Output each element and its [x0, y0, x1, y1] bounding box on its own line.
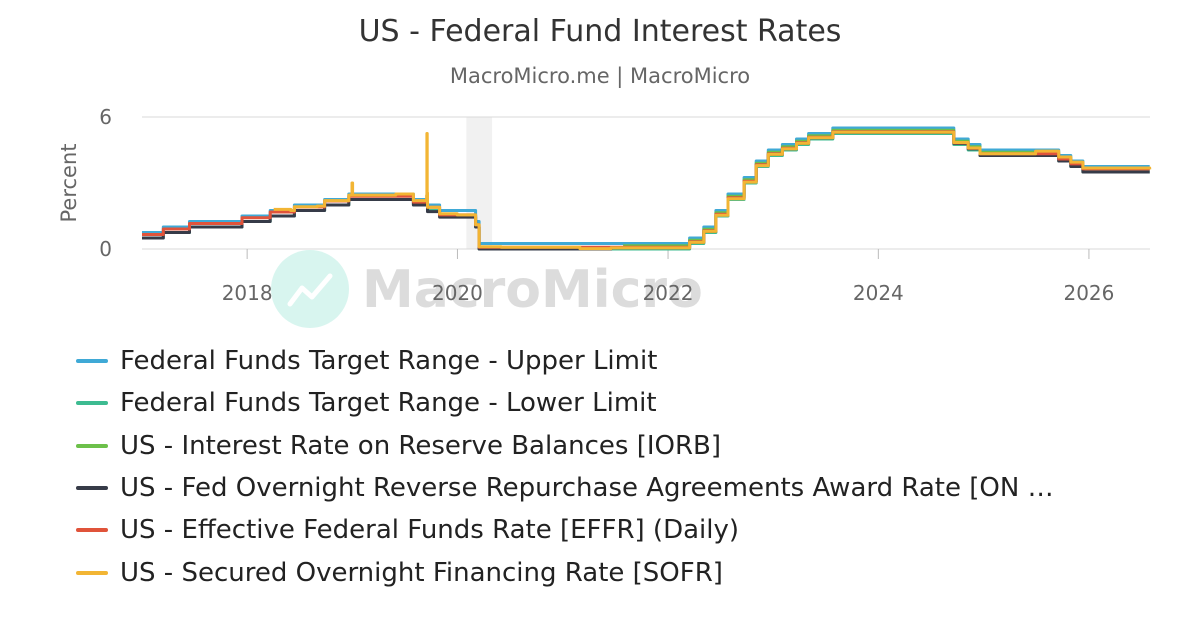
legend-swatch [76, 401, 108, 406]
legend-label: US - Interest Rate on Reserve Balances [… [120, 430, 722, 461]
x-tick-label: 2026 [1063, 281, 1114, 305]
watermark-trend-icon [287, 273, 333, 307]
series-group [142, 126, 1152, 251]
legend-label: Federal Funds Target Range - Upper Limit [120, 346, 658, 377]
line-chart: MacroMicro 2018 2020 2022 2024 2026 06 Perce… [57, 105, 1152, 328]
legend: Federal Funds Target Range - Upper Limit… [76, 340, 1156, 594]
legend-swatch [76, 443, 108, 448]
legend-label: US - Fed Overnight Reverse Repurchase Ag… [120, 473, 1054, 504]
watermark-text: MacroMicro [362, 260, 703, 320]
y-axis-title: Percent [57, 143, 81, 222]
x-tick-label: 2022 [643, 281, 694, 305]
chart-subtitle: MacroMicro.me | MacroMicro [449, 64, 751, 88]
x-axis: 2018 2020 2022 2024 2026 [222, 249, 1114, 305]
legend-item[interactable]: US - Secured Overnight Financing Rate [S… [76, 551, 1156, 593]
watermark-logo-icon [271, 250, 349, 328]
legend-label: US - Secured Overnight Financing Rate [S… [120, 557, 723, 588]
legend-swatch [76, 570, 108, 575]
chart-title: US - Federal Fund Interest Rates [358, 14, 842, 49]
y-tick-label: 6 [99, 105, 112, 129]
series-line-6 [273, 130, 1152, 251]
x-tick-label: 2020 [432, 281, 483, 305]
legend-item[interactable]: US - Interest Rate on Reserve Balances [… [76, 425, 1156, 467]
x-tick-label: 2024 [853, 281, 904, 305]
legend-label: Federal Funds Target Range - Lower Limit [120, 388, 657, 419]
watermark: MacroMicro [271, 250, 703, 328]
legend-label: US - Effective Federal Funds Rate [EFFR]… [120, 515, 739, 546]
legend-swatch [76, 486, 108, 491]
y-tick-label: 0 [99, 237, 112, 261]
legend-item[interactable]: Federal Funds Target Range - Upper Limit [76, 340, 1156, 382]
legend-swatch [76, 359, 108, 364]
legend-swatch [76, 528, 108, 533]
series-line-3 [623, 128, 1150, 248]
legend-item[interactable]: Federal Funds Target Range - Lower Limit [76, 382, 1156, 424]
y-axis: 06 [99, 105, 112, 261]
series-line-1 [142, 126, 1150, 245]
legend-item[interactable]: US - Fed Overnight Reverse Repurchase Ag… [76, 467, 1156, 509]
legend-item[interactable]: US - Effective Federal Funds Rate [EFFR]… [76, 509, 1156, 551]
grid [142, 116, 1150, 250]
x-tick-label: 2018 [222, 281, 273, 305]
